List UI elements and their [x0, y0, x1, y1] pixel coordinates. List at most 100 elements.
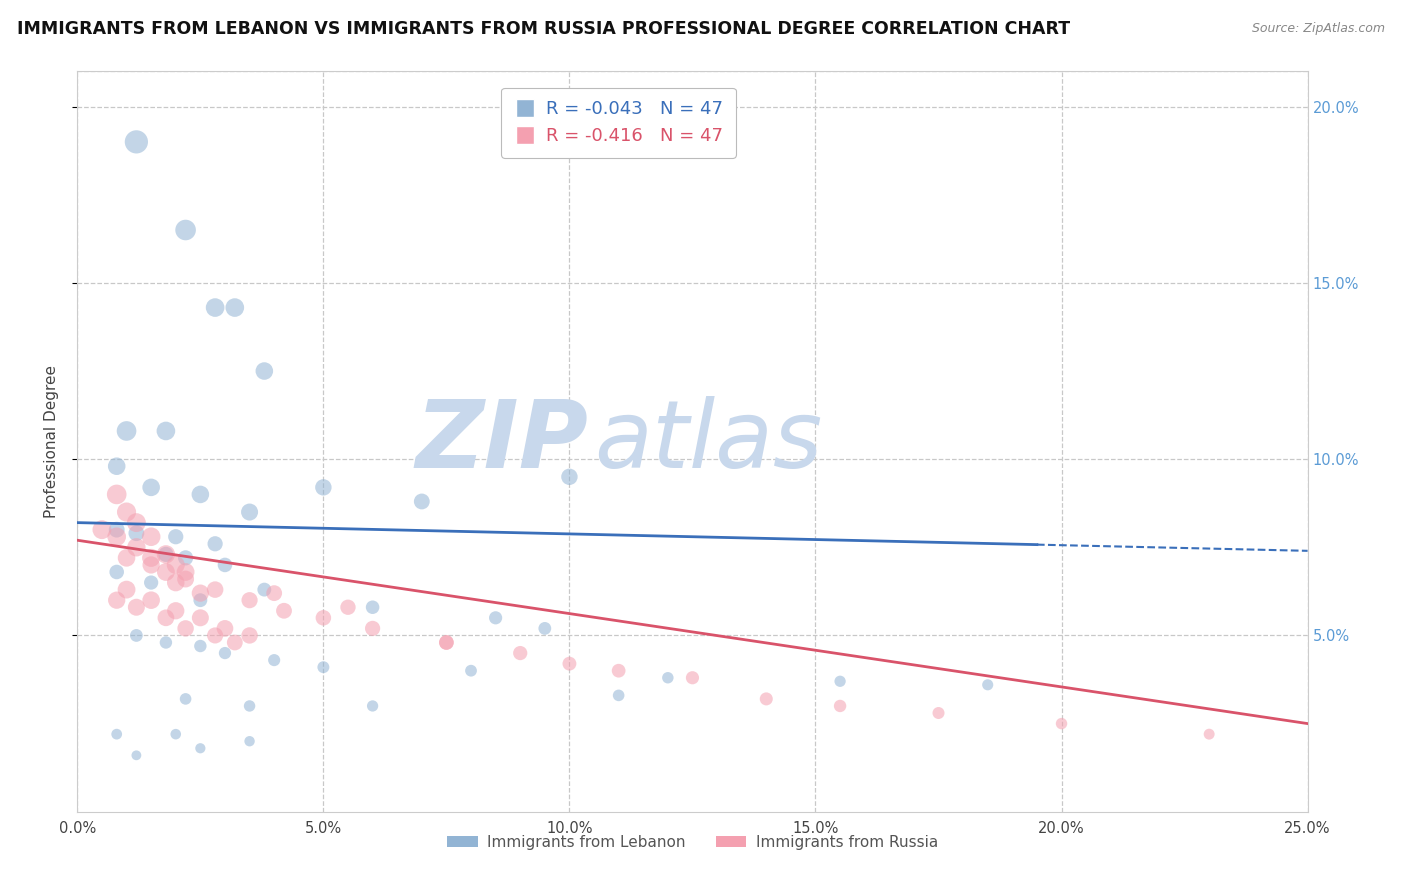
Point	[682, 671, 704, 685]
Point	[1198, 727, 1220, 741]
Point	[1050, 716, 1073, 731]
Point	[657, 671, 679, 685]
Point	[485, 611, 508, 625]
Point	[239, 734, 262, 748]
Point	[105, 523, 128, 537]
Point	[558, 470, 581, 484]
Point	[273, 604, 295, 618]
Point	[155, 611, 177, 625]
Point	[361, 698, 384, 713]
Point	[361, 621, 384, 635]
Point	[188, 741, 212, 756]
Y-axis label: Professional Degree: Professional Degree	[44, 365, 59, 518]
Point	[125, 516, 148, 530]
Point	[188, 586, 212, 600]
Point	[155, 565, 177, 579]
Point	[224, 635, 246, 649]
Point	[204, 628, 226, 642]
Point	[830, 674, 852, 689]
Point	[115, 424, 138, 438]
Point	[188, 611, 212, 625]
Point	[214, 621, 236, 635]
Point	[155, 424, 177, 438]
Point	[607, 689, 630, 703]
Point	[90, 523, 114, 537]
Text: Source: ZipAtlas.com: Source: ZipAtlas.com	[1251, 22, 1385, 36]
Point	[204, 582, 226, 597]
Legend: Immigrants from Lebanon, Immigrants from Russia: Immigrants from Lebanon, Immigrants from…	[441, 829, 943, 856]
Point	[460, 664, 482, 678]
Point	[239, 698, 262, 713]
Point	[165, 558, 187, 572]
Point	[204, 301, 226, 315]
Point	[977, 678, 1000, 692]
Point	[188, 639, 212, 653]
Point	[253, 364, 276, 378]
Point	[174, 572, 197, 586]
Point	[125, 135, 148, 149]
Point	[755, 692, 778, 706]
Point	[214, 646, 236, 660]
Point	[155, 635, 177, 649]
Point	[174, 223, 197, 237]
Point	[165, 575, 187, 590]
Text: ZIP: ZIP	[415, 395, 588, 488]
Point	[509, 646, 531, 660]
Point	[558, 657, 581, 671]
Point	[607, 664, 630, 678]
Point	[361, 600, 384, 615]
Point	[239, 505, 262, 519]
Point	[125, 600, 148, 615]
Point	[125, 541, 148, 555]
Point	[165, 604, 187, 618]
Point	[214, 558, 236, 572]
Point	[830, 698, 852, 713]
Point	[534, 621, 557, 635]
Point	[436, 635, 458, 649]
Point	[155, 547, 177, 561]
Text: atlas: atlas	[595, 396, 823, 487]
Point	[239, 628, 262, 642]
Point	[411, 494, 433, 508]
Text: IMMIGRANTS FROM LEBANON VS IMMIGRANTS FROM RUSSIA PROFESSIONAL DEGREE CORRELATIO: IMMIGRANTS FROM LEBANON VS IMMIGRANTS FR…	[17, 20, 1070, 37]
Point	[125, 748, 148, 763]
Point	[165, 530, 187, 544]
Point	[312, 480, 335, 494]
Point	[105, 593, 128, 607]
Point	[312, 660, 335, 674]
Point	[105, 530, 128, 544]
Point	[263, 586, 285, 600]
Point	[105, 727, 128, 741]
Point	[115, 550, 138, 565]
Point	[188, 487, 212, 501]
Point	[337, 600, 360, 615]
Point	[141, 480, 163, 494]
Point	[105, 487, 128, 501]
Point	[155, 547, 177, 561]
Point	[141, 558, 163, 572]
Point	[263, 653, 285, 667]
Point	[165, 727, 187, 741]
Point	[174, 621, 197, 635]
Point	[105, 565, 128, 579]
Point	[224, 301, 246, 315]
Point	[174, 692, 197, 706]
Point	[174, 550, 197, 565]
Point	[188, 593, 212, 607]
Point	[436, 635, 458, 649]
Point	[253, 582, 276, 597]
Point	[105, 459, 128, 474]
Point	[928, 706, 950, 720]
Point	[141, 575, 163, 590]
Point	[312, 611, 335, 625]
Point	[174, 565, 197, 579]
Point	[141, 593, 163, 607]
Point	[141, 530, 163, 544]
Point	[125, 526, 148, 541]
Point	[125, 628, 148, 642]
Point	[115, 582, 138, 597]
Point	[239, 593, 262, 607]
Point	[204, 537, 226, 551]
Point	[115, 505, 138, 519]
Point	[141, 550, 163, 565]
